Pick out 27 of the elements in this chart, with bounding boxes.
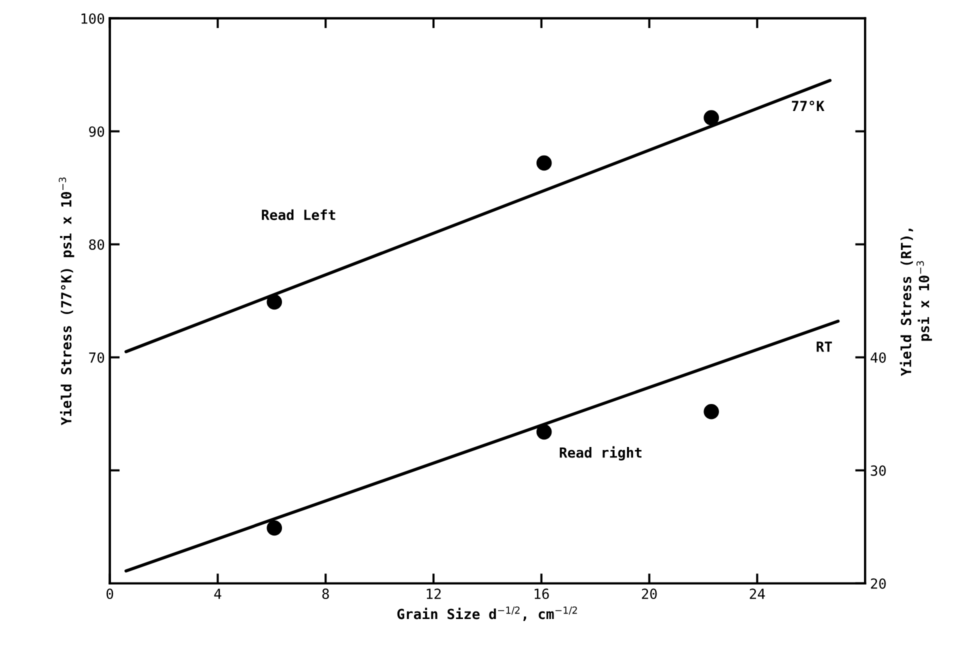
y-tick-label: 100 bbox=[82, 13, 104, 24]
y2-tick-label: 20 bbox=[870, 578, 886, 589]
y-tick-label: 90 bbox=[89, 126, 104, 137]
series-label: RT bbox=[816, 342, 832, 352]
x-axis-title: Grain Size d$^{−1/2}$, cm$^{−1/2}$ bbox=[397, 606, 577, 621]
point bbox=[536, 424, 552, 440]
x-tick-label: 4 bbox=[214, 588, 222, 599]
y-axis-title: Yield Stress (77°K) psi x 10$^{−3}$ bbox=[58, 178, 74, 426]
y-tick-label: 80 bbox=[89, 239, 104, 250]
point bbox=[266, 294, 282, 310]
point bbox=[536, 155, 552, 171]
y2-axis-title: Yield Stress (RT), psi x 10$^{−3}$ bbox=[900, 228, 932, 376]
y2-tick-label: 30 bbox=[870, 465, 886, 476]
point bbox=[704, 110, 719, 126]
x-tick-label: 8 bbox=[322, 588, 329, 600]
point bbox=[266, 520, 282, 536]
series-label: 77°K bbox=[792, 100, 824, 112]
y2-tick-label: 40 bbox=[870, 352, 886, 363]
annotation: Read right bbox=[560, 446, 642, 460]
x-tick-label: 16 bbox=[534, 588, 549, 600]
point bbox=[704, 404, 719, 420]
x-tick-label: 24 bbox=[750, 588, 765, 599]
x-tick-label: 12 bbox=[426, 588, 441, 599]
annotation: Read Left bbox=[262, 209, 336, 220]
x-tick-label: 20 bbox=[642, 588, 657, 600]
x-tick-label: 0 bbox=[106, 588, 114, 600]
y-tick-label: 70 bbox=[89, 352, 104, 363]
